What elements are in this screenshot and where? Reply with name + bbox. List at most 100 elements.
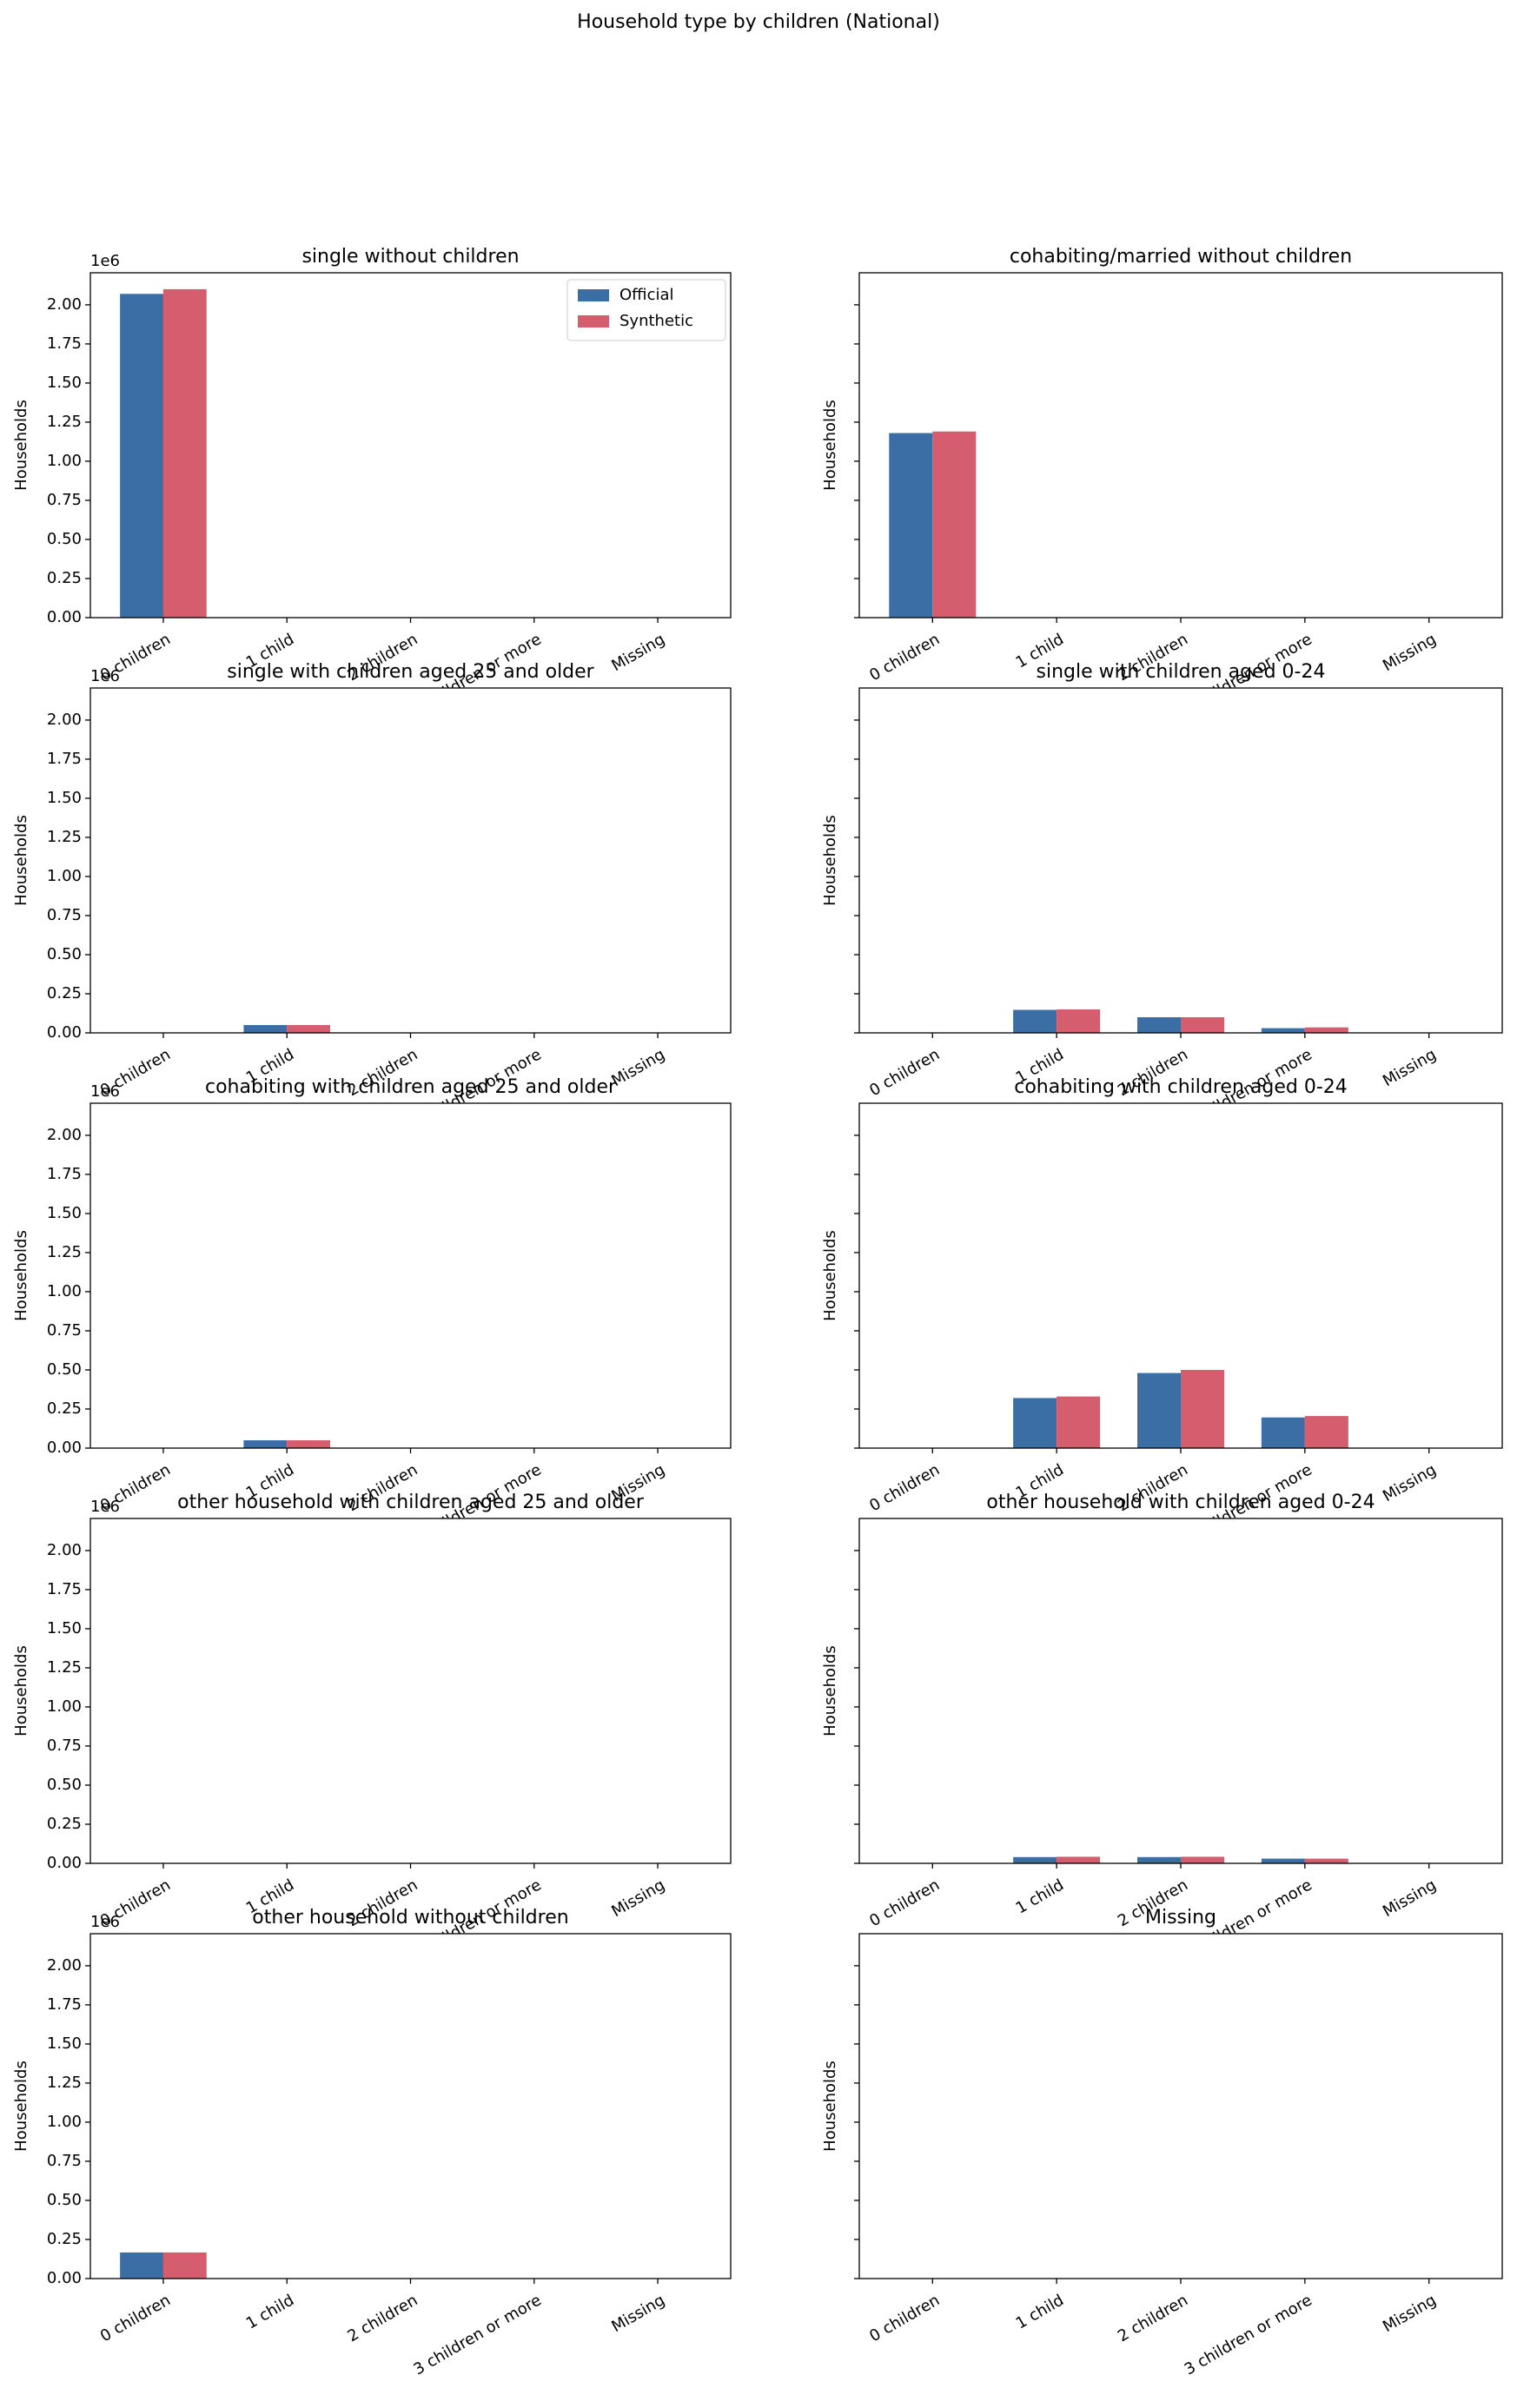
y-tick-label: 1.50 (47, 1204, 82, 1222)
y-tick-label: 0.75 (47, 906, 82, 924)
y-tick-label: 1.50 (47, 1619, 82, 1637)
plot-area (859, 1518, 1502, 1863)
y-tick-label: 0.75 (47, 1737, 82, 1755)
y-tick-label: 1.75 (47, 334, 82, 353)
y-axis-label: Households (821, 1645, 839, 1737)
bar (1013, 1009, 1057, 1033)
y-tick-label: 1.75 (47, 750, 82, 768)
plot-area (90, 1934, 731, 2279)
y-tick-label: 0.25 (47, 569, 82, 587)
subplot-title: cohabiting with children aged 0-24 (1014, 1076, 1348, 1098)
y-tick-label: 1.25 (47, 2074, 82, 2092)
bar (1304, 1416, 1348, 1448)
bar (1181, 1016, 1224, 1033)
y-axis-label: Households (12, 2061, 30, 2152)
y-tick-label: 1.00 (47, 867, 82, 885)
subplot-title: cohabiting/married without children (1010, 246, 1352, 268)
bar (1057, 1396, 1101, 1448)
y-tick-label: 1.75 (47, 1580, 82, 1598)
y-tick-label: 1.50 (47, 374, 82, 392)
y-tick-label: 0.50 (47, 2191, 82, 2209)
bar (1013, 1856, 1057, 1863)
subplot-title: cohabiting with children aged 25 and old… (205, 1076, 617, 1098)
bar (889, 433, 933, 618)
bar (1013, 1398, 1057, 1448)
y-tick-label: 1.00 (47, 1697, 82, 1716)
bar (1181, 1369, 1224, 1448)
subplot: 0.000.250.500.751.001.251.501.752.000 ch… (12, 1076, 732, 1549)
bar (243, 1439, 288, 1448)
y-tick-label: 2.00 (47, 295, 82, 314)
bar (243, 1024, 288, 1033)
y-tick-label: 1.25 (47, 1243, 82, 1261)
plot-area (859, 1934, 1502, 2279)
plot-area (859, 688, 1502, 1033)
bar (1137, 1016, 1181, 1033)
legend-swatch (578, 315, 609, 327)
y-tick-label: 0.00 (47, 1439, 82, 1457)
y-offset-label: 1e6 (90, 1913, 120, 1931)
y-tick-label: 1.75 (47, 1165, 82, 1183)
y-axis-label: Households (12, 1230, 30, 1321)
bar (287, 1439, 331, 1448)
y-tick-label: 0.25 (47, 1399, 82, 1418)
bar (1137, 1373, 1181, 1448)
bar (932, 431, 977, 618)
y-axis-label: Households (12, 1645, 30, 1737)
y-tick-label: 1.25 (47, 413, 82, 431)
plot-area (90, 1518, 731, 1863)
y-axis-label: Households (821, 1230, 839, 1321)
plot-area (90, 688, 731, 1033)
y-axis-label: Households (12, 815, 30, 906)
bar (1057, 1009, 1101, 1033)
bar (120, 2252, 163, 2279)
figure-title: Household type by children (National) (577, 11, 940, 33)
bar (287, 1024, 331, 1033)
y-tick-label: 2.00 (47, 1541, 82, 1559)
plot-area (90, 1103, 731, 1448)
y-tick-label: 1.50 (47, 2034, 82, 2053)
subplot-title: single with children aged 25 and older (227, 661, 594, 683)
legend-swatch (578, 289, 609, 301)
y-tick-label: 2.00 (47, 1126, 82, 1144)
subplot-title: other household with children aged 25 an… (177, 1492, 645, 1513)
y-tick-label: 0.00 (47, 2269, 82, 2287)
y-tick-label: 2.00 (47, 711, 82, 729)
y-tick-label: 0.50 (47, 530, 82, 548)
y-offset-label: 1e6 (90, 1498, 120, 1516)
bar (1181, 1856, 1224, 1863)
y-offset-label: 1e6 (90, 252, 120, 270)
y-tick-label: 0.75 (47, 2152, 82, 2170)
bar (162, 288, 207, 618)
y-tick-label: 0.25 (47, 2230, 82, 2248)
y-tick-label: 1.00 (47, 452, 82, 470)
subplot-title: single with children aged 0-24 (1037, 661, 1326, 683)
bar (1304, 1858, 1348, 1863)
bar (1261, 1028, 1305, 1033)
legend-label: Synthetic (619, 312, 693, 330)
y-tick-label: 1.75 (47, 1995, 82, 2014)
subplot-title: single without children (301, 246, 519, 268)
bar (1261, 1417, 1305, 1448)
bar (1137, 1856, 1181, 1863)
y-offset-label: 1e6 (90, 1082, 120, 1101)
y-tick-label: 2.00 (47, 1956, 82, 1975)
bar (1304, 1027, 1348, 1033)
y-tick-label: 0.75 (47, 1321, 82, 1340)
legend-label: Official (619, 286, 674, 304)
bar (1261, 1858, 1305, 1863)
y-tick-label: 0.25 (47, 984, 82, 1002)
y-axis-label: Households (821, 2061, 839, 2152)
y-tick-label: 1.25 (47, 1658, 82, 1677)
y-tick-label: 0.50 (47, 1360, 82, 1379)
y-axis-label: Households (821, 815, 839, 906)
y-tick-label: 0.75 (47, 491, 82, 509)
y-tick-label: 1.00 (47, 2113, 82, 2131)
subplot-title: other household with children aged 0-24 (986, 1492, 1375, 1513)
